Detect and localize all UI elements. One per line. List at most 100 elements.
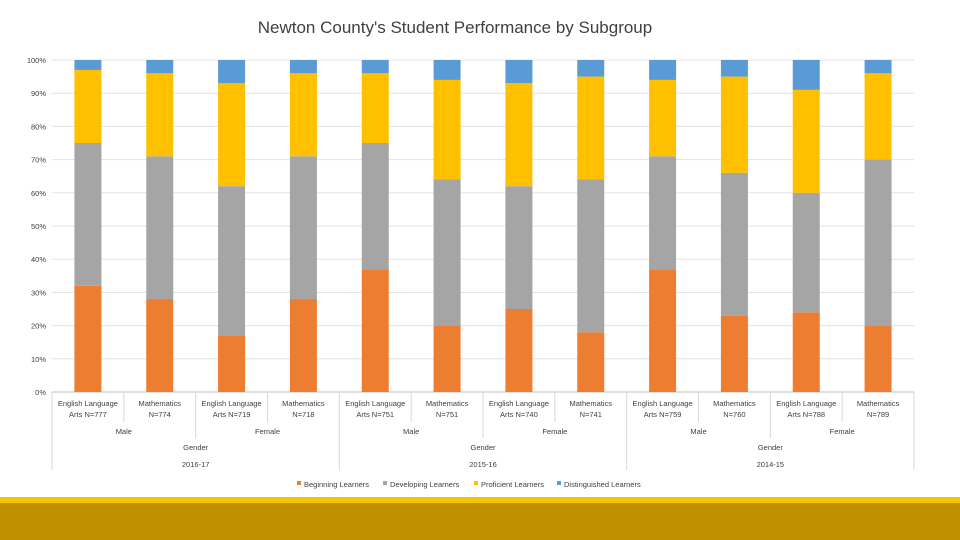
bar-segment [792,312,820,392]
x-tick-label: Arts N=788 [787,410,825,419]
y-tick-label: 40% [31,255,46,264]
bar-segment [577,76,605,180]
bar-segment [74,143,102,286]
bar-segment [720,172,748,316]
x-tick-label: Arts N=759 [644,410,682,419]
bar-segment [218,335,246,392]
bar-segment [864,159,892,326]
bar-segment [289,299,317,392]
y-tick-label: 10% [31,355,46,364]
y-tick-label: 30% [31,288,46,297]
bar-segment [361,269,389,392]
y-tick-label: 70% [31,156,46,165]
footer-bar [0,503,960,540]
x-tick-label: English Language [202,399,262,408]
bar-segment [74,285,102,392]
bar-segment [218,60,246,84]
x-tick-label: N=741 [580,410,602,419]
legend-swatch [383,481,387,485]
x-tick-label: Arts N=719 [213,410,251,419]
y-tick-label: 90% [31,89,46,98]
bar-segment [218,83,246,187]
legend-label: Proficient Learners [481,480,544,489]
x-tick-label: Mathematics [138,399,181,408]
bar-segment [864,325,892,392]
bar-segment [864,73,892,160]
bar-segment [649,156,677,270]
group-label: Female [255,427,280,436]
bar-segment [146,73,174,157]
bar-segment [649,269,677,392]
x-tick-label: N=760 [723,410,745,419]
x-tick-label: Mathematics [282,399,325,408]
bar-segment [146,60,174,74]
bar-segment [74,60,102,70]
bar-segment [289,156,317,300]
x-tick-label: English Language [489,399,549,408]
chart-title: Newton County's Student Performance by S… [257,18,653,37]
bar-segment [649,79,677,157]
bar-segment [505,83,533,187]
legend-swatch [297,481,301,485]
bar-segment [505,60,533,84]
bar-segment [792,60,820,90]
bar-segment [433,60,461,80]
x-tick-label: N=751 [436,410,458,419]
bar-segment [577,332,605,392]
bar-segment [792,192,820,313]
bar-segment [792,89,820,193]
bar-segment [577,60,605,77]
group-label: Male [403,427,419,436]
bar-segment [505,186,533,309]
footer-accent-line [0,497,960,503]
bar-segment [218,186,246,336]
bar-segment [720,60,748,77]
group-label: Gender [470,443,496,452]
bar-segment [433,79,461,180]
x-tick-label: English Language [776,399,836,408]
legend-swatch [557,481,561,485]
stacked-bar-chart: 0% 10% 20% 30% 40% 50% 60% 70% 80% 90% 100% English… [27,56,915,489]
y-tick-label: 100% [27,56,47,65]
x-tick-label: Arts N=740 [500,410,538,419]
y-tick-label: 60% [31,189,46,198]
bar-segment [289,73,317,157]
y-tick-label: 50% [31,222,46,231]
group-label: Female [830,427,855,436]
x-tick-label: N=718 [292,410,314,419]
x-tick-label: Mathematics [713,399,756,408]
legend-label: Developing Learners [390,480,459,489]
bar-segment [864,60,892,74]
x-tick-label: English Language [345,399,405,408]
y-tick-label: 0% [35,388,46,397]
bar-segment [505,309,533,392]
bar-segment [74,69,102,143]
bar-segment [289,60,317,74]
legend-swatch [474,481,478,485]
x-tick-label: N=774 [149,410,171,419]
group-label: Female [542,427,567,436]
group-label: 2014-15 [757,460,785,469]
bar-segment [577,179,605,333]
y-tick-label: 80% [31,122,46,131]
group-label: Male [116,427,132,436]
bar-segment [146,299,174,392]
x-tick-label: English Language [633,399,693,408]
bar-segment [361,73,389,143]
group-label: Gender [758,443,784,452]
legend-label: Distinguished Learners [564,480,641,489]
bar-segment [720,315,748,392]
x-tick-label: Mathematics [426,399,469,408]
x-tick-label: Mathematics [569,399,612,408]
bar-segment [720,76,748,173]
bar-segment [649,60,677,80]
y-tick-label: 20% [31,322,46,331]
bar-segment [361,60,389,74]
bar-segment [433,325,461,392]
bar-segment [361,143,389,270]
group-label: Gender [183,443,209,452]
x-tick-label: N=789 [867,410,889,419]
x-tick-label: Arts N=751 [356,410,394,419]
group-label: 2015-16 [469,460,497,469]
x-tick-label: Mathematics [857,399,900,408]
